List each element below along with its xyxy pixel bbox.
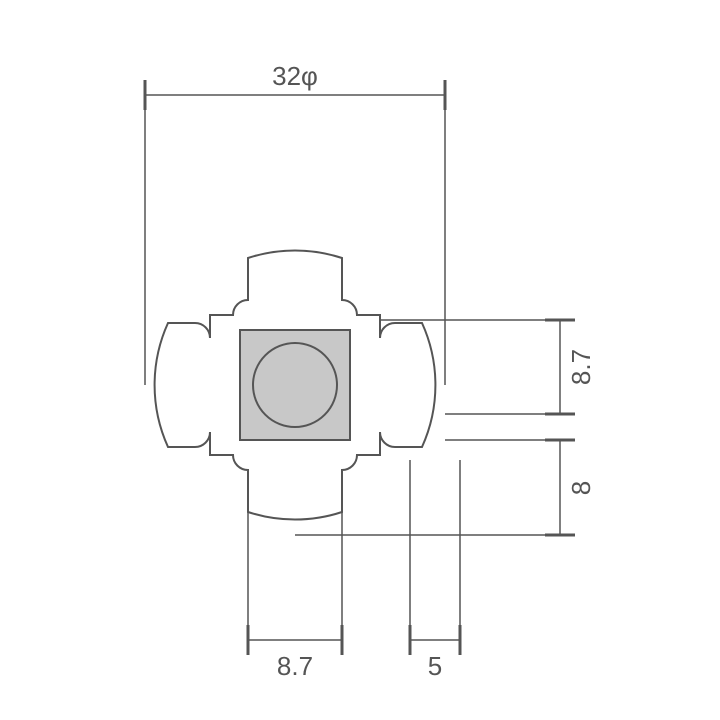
dim-bot-left-label: 8.7 — [277, 651, 313, 681]
dim-right-bot: 8 — [295, 440, 596, 535]
dim-bot-left: 8.7 — [248, 512, 342, 681]
dim-bot-right: 5 — [410, 460, 460, 681]
core-hatch — [240, 330, 350, 440]
dim-right-top-label: 8.7 — [566, 349, 596, 385]
dim-right-top: 8.7 — [380, 320, 596, 414]
dim-right-bot-label: 8 — [566, 481, 596, 495]
technical-drawing: 32φ 8.7 8 8.7 5 — [0, 0, 720, 720]
dim-top-label: 32φ — [272, 61, 318, 91]
dim-bot-right-label: 5 — [428, 651, 442, 681]
